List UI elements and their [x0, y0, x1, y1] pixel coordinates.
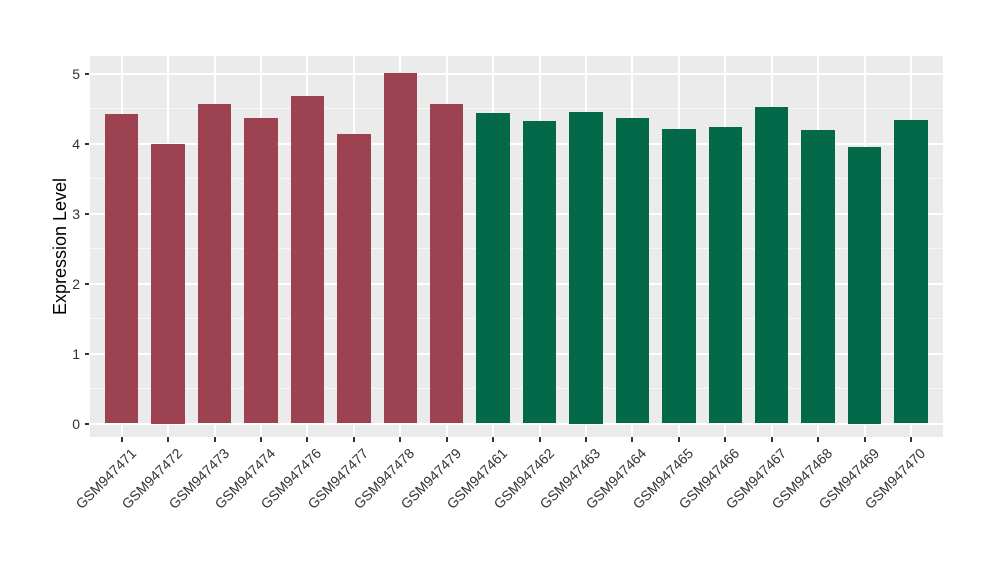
- x-tick-mark: [445, 437, 448, 442]
- y-tick-mark: [85, 422, 89, 425]
- y-tick-label: 2: [72, 275, 80, 292]
- y-tick-mark: [85, 212, 89, 215]
- bar-GSM947465: [662, 128, 696, 424]
- y-axis-title: Expression Level: [50, 177, 71, 316]
- major-gridline: [90, 72, 943, 75]
- minor-gridline: [90, 248, 943, 249]
- bar-GSM947477: [337, 134, 371, 424]
- bar-GSM947479: [429, 104, 464, 424]
- bar-GSM947466: [708, 126, 743, 424]
- y-tick-mark: [85, 282, 89, 285]
- bar-GSM947470: [894, 120, 928, 424]
- x-tick-mark: [259, 437, 262, 442]
- major-gridline: [90, 352, 943, 355]
- x-tick-mark: [492, 437, 495, 442]
- y-tick-mark: [85, 72, 89, 75]
- x-tick-mark: [352, 437, 355, 442]
- y-tick-label: 1: [72, 345, 80, 362]
- minor-gridline: [90, 178, 943, 179]
- y-tick-label: 3: [72, 205, 80, 222]
- x-tick-mark: [770, 437, 773, 442]
- x-tick-mark: [213, 437, 216, 442]
- y-tick-label: 0: [72, 415, 80, 432]
- y-tick-mark: [85, 352, 89, 355]
- x-tick-mark: [817, 437, 820, 442]
- x-tick-mark: [538, 437, 541, 442]
- x-tick-mark: [724, 437, 727, 442]
- x-tick-mark: [167, 437, 170, 442]
- y-axis-title-box: Expression Level: [38, 56, 84, 437]
- minor-gridline: [90, 318, 943, 319]
- major-gridline: [90, 282, 943, 285]
- plot-panel: [90, 56, 943, 437]
- bar-GSM947472: [151, 143, 185, 424]
- x-tick-mark: [631, 437, 634, 442]
- bar-GSM947478: [383, 72, 418, 424]
- minor-gridline: [90, 108, 943, 109]
- x-tick-mark: [585, 437, 587, 442]
- minor-gridline: [90, 388, 943, 389]
- bar-GSM947467: [754, 107, 789, 424]
- bar-GSM947469: [847, 147, 882, 424]
- x-tick-mark: [910, 437, 912, 442]
- bar-GSM947462: [522, 121, 557, 424]
- y-tick-label: 4: [72, 135, 80, 152]
- y-tick-label: 5: [72, 65, 80, 82]
- bar-GSM947464: [615, 117, 650, 424]
- x-tick-mark: [120, 437, 123, 442]
- major-gridline: [90, 212, 943, 215]
- bar-GSM947471: [104, 114, 139, 424]
- bar-GSM947461: [476, 113, 510, 424]
- major-gridline: [90, 422, 943, 425]
- y-tick-mark: [85, 142, 89, 145]
- bar-GSM947474: [244, 118, 278, 424]
- bar-GSM947463: [569, 112, 603, 424]
- bar-GSM947473: [197, 103, 232, 424]
- bar-GSM947468: [801, 130, 835, 424]
- x-tick-mark: [399, 437, 402, 442]
- x-tick-mark: [306, 437, 309, 442]
- bar-GSM947476: [290, 95, 325, 424]
- x-tick-mark: [677, 437, 680, 442]
- x-tick-mark: [863, 437, 866, 442]
- major-gridline: [90, 142, 943, 145]
